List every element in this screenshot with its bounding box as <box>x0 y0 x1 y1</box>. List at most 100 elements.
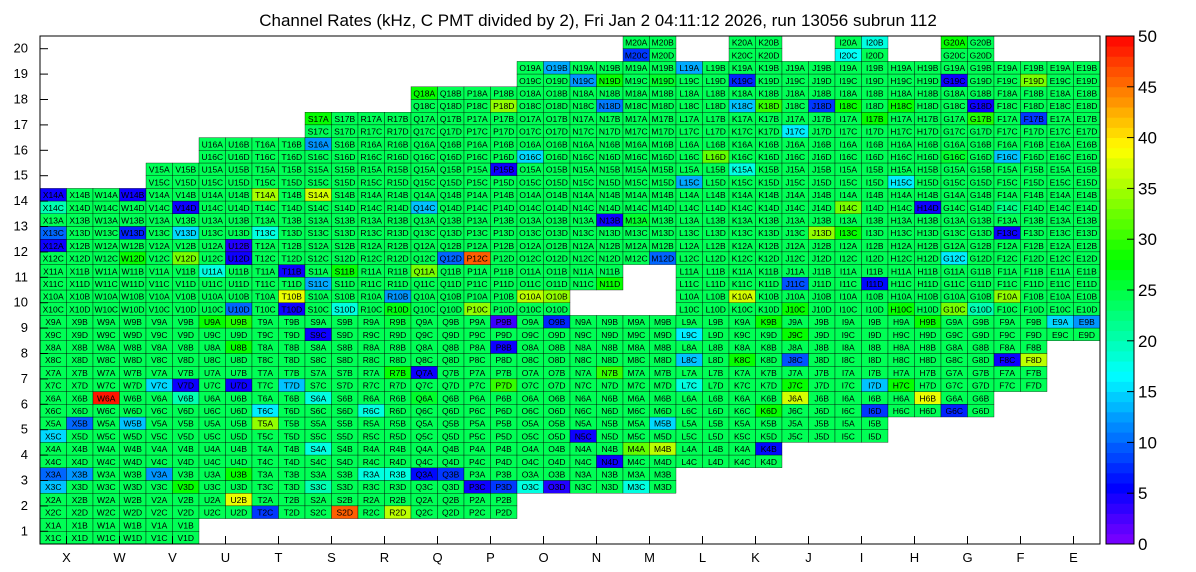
pmt-label-W7A: W7A <box>97 368 116 378</box>
pmt-label-I20D: I20D <box>866 50 884 60</box>
pmt-label-K6D: K6D <box>760 406 777 416</box>
pmt-label-Q7A: Q7A <box>416 368 433 378</box>
pmt-label-K17C: K17C <box>732 127 753 137</box>
pmt-label-H9B: H9B <box>919 317 936 327</box>
pmt-label-M14B: M14B <box>652 190 675 200</box>
pmt-label-U6A: U6A <box>204 393 221 403</box>
colorbar-band <box>1106 86 1134 98</box>
pmt-label-Q11C: Q11C <box>413 279 435 289</box>
pmt-label-I5C: I5C <box>842 431 855 441</box>
pmt-label-J19C: J19C <box>785 76 805 86</box>
pmt-label-P6C: P6C <box>469 406 486 416</box>
pmt-label-N6C: N6C <box>575 406 592 416</box>
pmt-label-Q18C: Q18C <box>413 101 435 111</box>
pmt-label-V14C: V14C <box>149 203 170 213</box>
pmt-label-W5A: W5A <box>97 419 116 429</box>
pmt-label-M3A: M3A <box>628 470 646 480</box>
y-tick-label: 14 <box>14 193 28 208</box>
pmt-label-E11B: E11B <box>1077 266 1097 276</box>
pmt-label-O15B: O15B <box>546 165 568 175</box>
pmt-label-U6B: U6B <box>230 393 247 403</box>
pmt-label-G14A: G14A <box>943 190 965 200</box>
pmt-label-M3B: M3B <box>654 470 672 480</box>
pmt-label-I10D: I10D <box>866 304 884 314</box>
pmt-label-J17B: J17B <box>812 114 832 124</box>
pmt-label-V4C: V4C <box>151 457 168 467</box>
x-tick-label: E <box>1069 550 1078 565</box>
pmt-label-K9D: K9D <box>760 330 777 340</box>
pmt-label-O6A: O6A <box>522 393 539 403</box>
pmt-label-S8D: S8D <box>336 355 353 365</box>
pmt-label-U9B: U9B <box>230 317 247 327</box>
pmt-label-I13C: I13C <box>839 228 857 238</box>
pmt-label-H17D: H17D <box>917 127 939 137</box>
pmt-label-O14B: O14B <box>546 190 568 200</box>
pmt-label-T2C: T2C <box>257 508 273 518</box>
y-tick-label: 18 <box>14 92 28 107</box>
pmt-label-H7B: H7B <box>919 368 936 378</box>
pmt-label-K13C: K13C <box>732 228 753 238</box>
pmt-label-S10D: S10D <box>334 304 355 314</box>
pmt-label-K7A: K7A <box>734 368 750 378</box>
pmt-label-E16A: E16A <box>1050 139 1071 149</box>
pmt-label-E15C: E15C <box>1050 177 1071 187</box>
pmt-label-Q5B: Q5B <box>442 419 459 429</box>
heatmap-cells: X1A X1B X1C X1D W1A W1B W1C W1D V1A V1B V1C V1D X2A X… <box>39 35 1101 545</box>
pmt-label-F15C: F15C <box>997 177 1018 187</box>
x-tick-label: I <box>860 550 864 565</box>
pmt-label-U7C: U7C <box>204 381 221 391</box>
pmt-label-P16A: P16A <box>467 139 488 149</box>
colorbar-band <box>1106 462 1134 474</box>
pmt-label-V7A: V7A <box>151 368 167 378</box>
pmt-label-F17C: F17C <box>997 127 1018 137</box>
pmt-label-H6A: H6A <box>893 393 910 403</box>
pmt-label-G16C: G16C <box>943 152 965 162</box>
pmt-label-F10C: F10C <box>997 304 1018 314</box>
x-tick-label: U <box>221 550 230 565</box>
pmt-label-O19D: O19D <box>546 76 568 86</box>
pmt-cell-N11D <box>596 277 624 291</box>
pmt-label-W3A: W3A <box>97 470 116 480</box>
pmt-label-X2B: X2B <box>72 495 88 505</box>
pmt-label-X12D: X12D <box>69 254 90 264</box>
pmt-label-R4C: R4C <box>363 457 380 467</box>
pmt-label-M8C: M8C <box>627 355 645 365</box>
pmt-label-E9D: E9D <box>1078 330 1095 340</box>
pmt-label-Q13A: Q13A <box>413 216 435 226</box>
pmt-label-P8D: P8D <box>495 355 512 365</box>
pmt-label-R3A: R3A <box>363 470 380 480</box>
pmt-label-S6B: S6B <box>337 393 353 403</box>
pmt-label-R9D: R9D <box>389 330 406 340</box>
pmt-label-Q11B: Q11B <box>440 266 461 276</box>
pmt-label-O16A: O16A <box>519 139 541 149</box>
pmt-label-K13D: K13D <box>758 228 779 238</box>
pmt-label-W4C: W4C <box>97 457 116 467</box>
pmt-label-J5C: J5C <box>788 431 803 441</box>
pmt-label-X3B: X3B <box>72 470 88 480</box>
pmt-label-I8A: I8A <box>842 343 855 353</box>
pmt-label-H14D: H14D <box>917 203 939 213</box>
pmt-label-W2D: W2D <box>123 508 142 518</box>
pmt-label-Q18D: Q18D <box>440 101 462 111</box>
pmt-label-P10A: P10A <box>467 292 488 302</box>
pmt-label-X12A: X12A <box>43 241 64 251</box>
pmt-label-V11B: V11B <box>176 266 196 276</box>
pmt-label-K16A: K16A <box>732 139 753 149</box>
pmt-label-P15B: P15B <box>493 165 514 175</box>
pmt-label-I9A: I9A <box>842 317 855 327</box>
y-tick-label: 12 <box>14 244 28 259</box>
pmt-label-O4D: O4D <box>548 457 565 467</box>
pmt-label-E15D: E15D <box>1076 177 1097 187</box>
pmt-label-N11A: N11A <box>573 266 594 276</box>
pmt-label-K5B: K5B <box>761 419 777 429</box>
pmt-label-J6B: J6B <box>814 393 829 403</box>
pmt-label-H12C: H12C <box>890 254 912 264</box>
pmt-label-I7A: I7A <box>842 368 855 378</box>
pmt-label-I13A: I13A <box>840 216 858 226</box>
pmt-label-M20C: M20C <box>625 50 648 60</box>
pmt-label-H16D: H16D <box>917 152 939 162</box>
pmt-label-U15B: U15B <box>228 165 250 175</box>
pmt-label-R5C: R5C <box>363 431 380 441</box>
pmt-label-K15D: K15D <box>758 177 779 187</box>
